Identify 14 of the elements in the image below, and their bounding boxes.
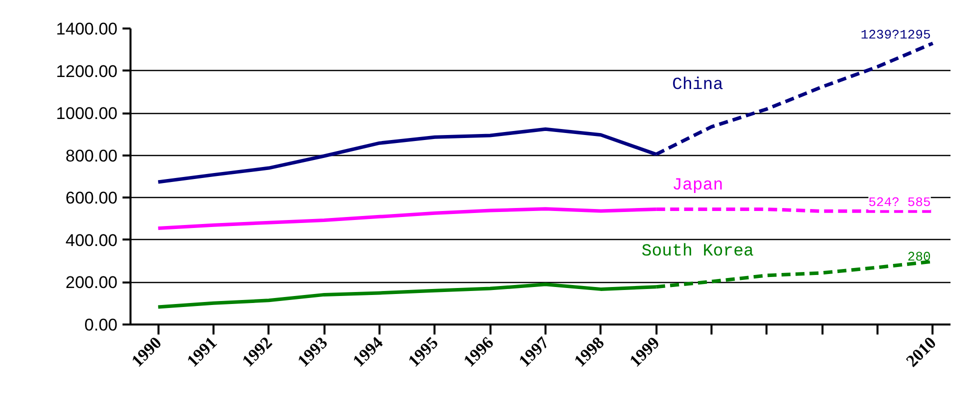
annotation: 1239?1295 <box>860 27 931 42</box>
series-label: Japan <box>672 176 724 196</box>
y-tick-label: 400.00 <box>66 230 118 250</box>
y-tick-label: 0.00 <box>84 316 118 334</box>
y-tick-label: 1200.00 <box>56 62 118 81</box>
y-tick-label: 1000.00 <box>56 104 118 124</box>
y-tick-label: 800.00 <box>66 146 118 166</box>
y-tick-label: 200.00 <box>66 273 118 292</box>
y-tick-label: 600.00 <box>66 188 118 208</box>
annotation: 524? 585 <box>868 195 931 210</box>
annotation: 280 <box>907 249 931 264</box>
text: China <box>672 76 724 96</box>
y-tick-label: 1400.00 <box>56 20 118 38</box>
series-label: South Korea <box>642 242 754 262</box>
